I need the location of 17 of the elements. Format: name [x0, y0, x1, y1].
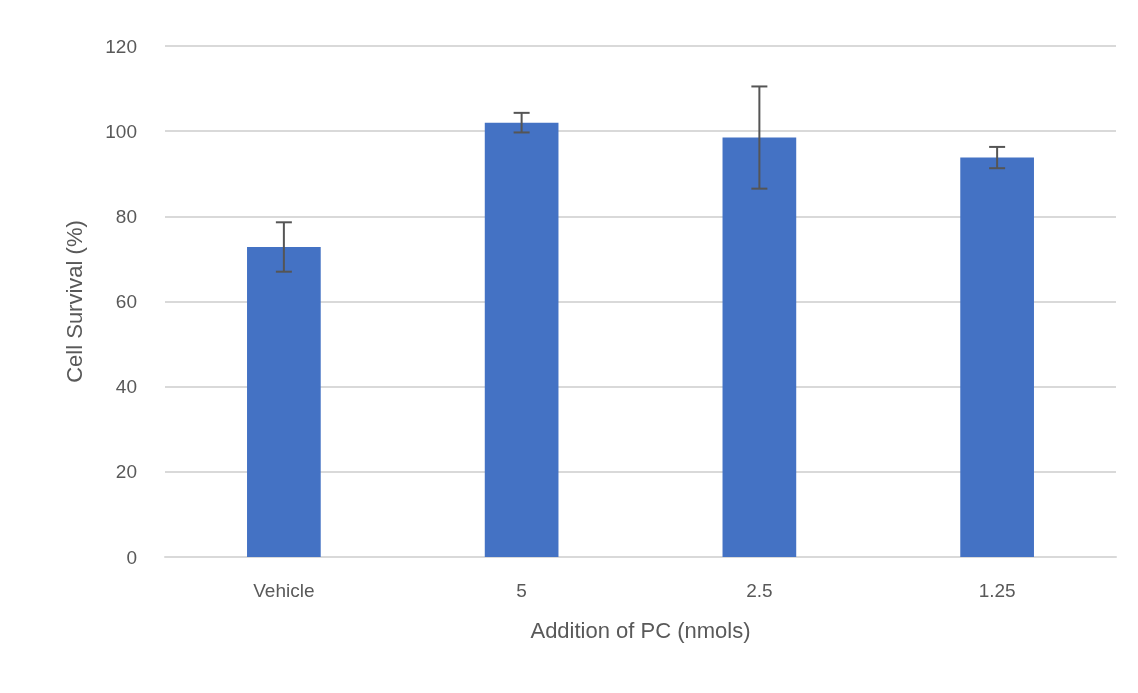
- y-tick-label: 100: [105, 120, 137, 142]
- y-tick-label: 60: [115, 291, 137, 312]
- y-tick-label: 40: [115, 376, 137, 398]
- bar: [722, 137, 797, 557]
- y-tick-label: 80: [115, 205, 137, 227]
- bar: [247, 246, 321, 557]
- bar: [484, 122, 559, 557]
- x-tick-label: Vehicle: [253, 580, 315, 601]
- y-tick-label: 20: [115, 461, 137, 483]
- y-axis-title: Cell Survival (%): [61, 220, 87, 383]
- x-tick-label: 2.5: [746, 580, 773, 601]
- x-axis-title: Addition of PC (nmols): [530, 617, 751, 643]
- x-tick-label: 5: [516, 580, 527, 601]
- x-tick-label: 1.25: [978, 580, 1016, 601]
- y-tick-label: 120: [105, 35, 137, 57]
- y-tick-label: 0: [126, 546, 137, 568]
- bar: [960, 157, 1034, 557]
